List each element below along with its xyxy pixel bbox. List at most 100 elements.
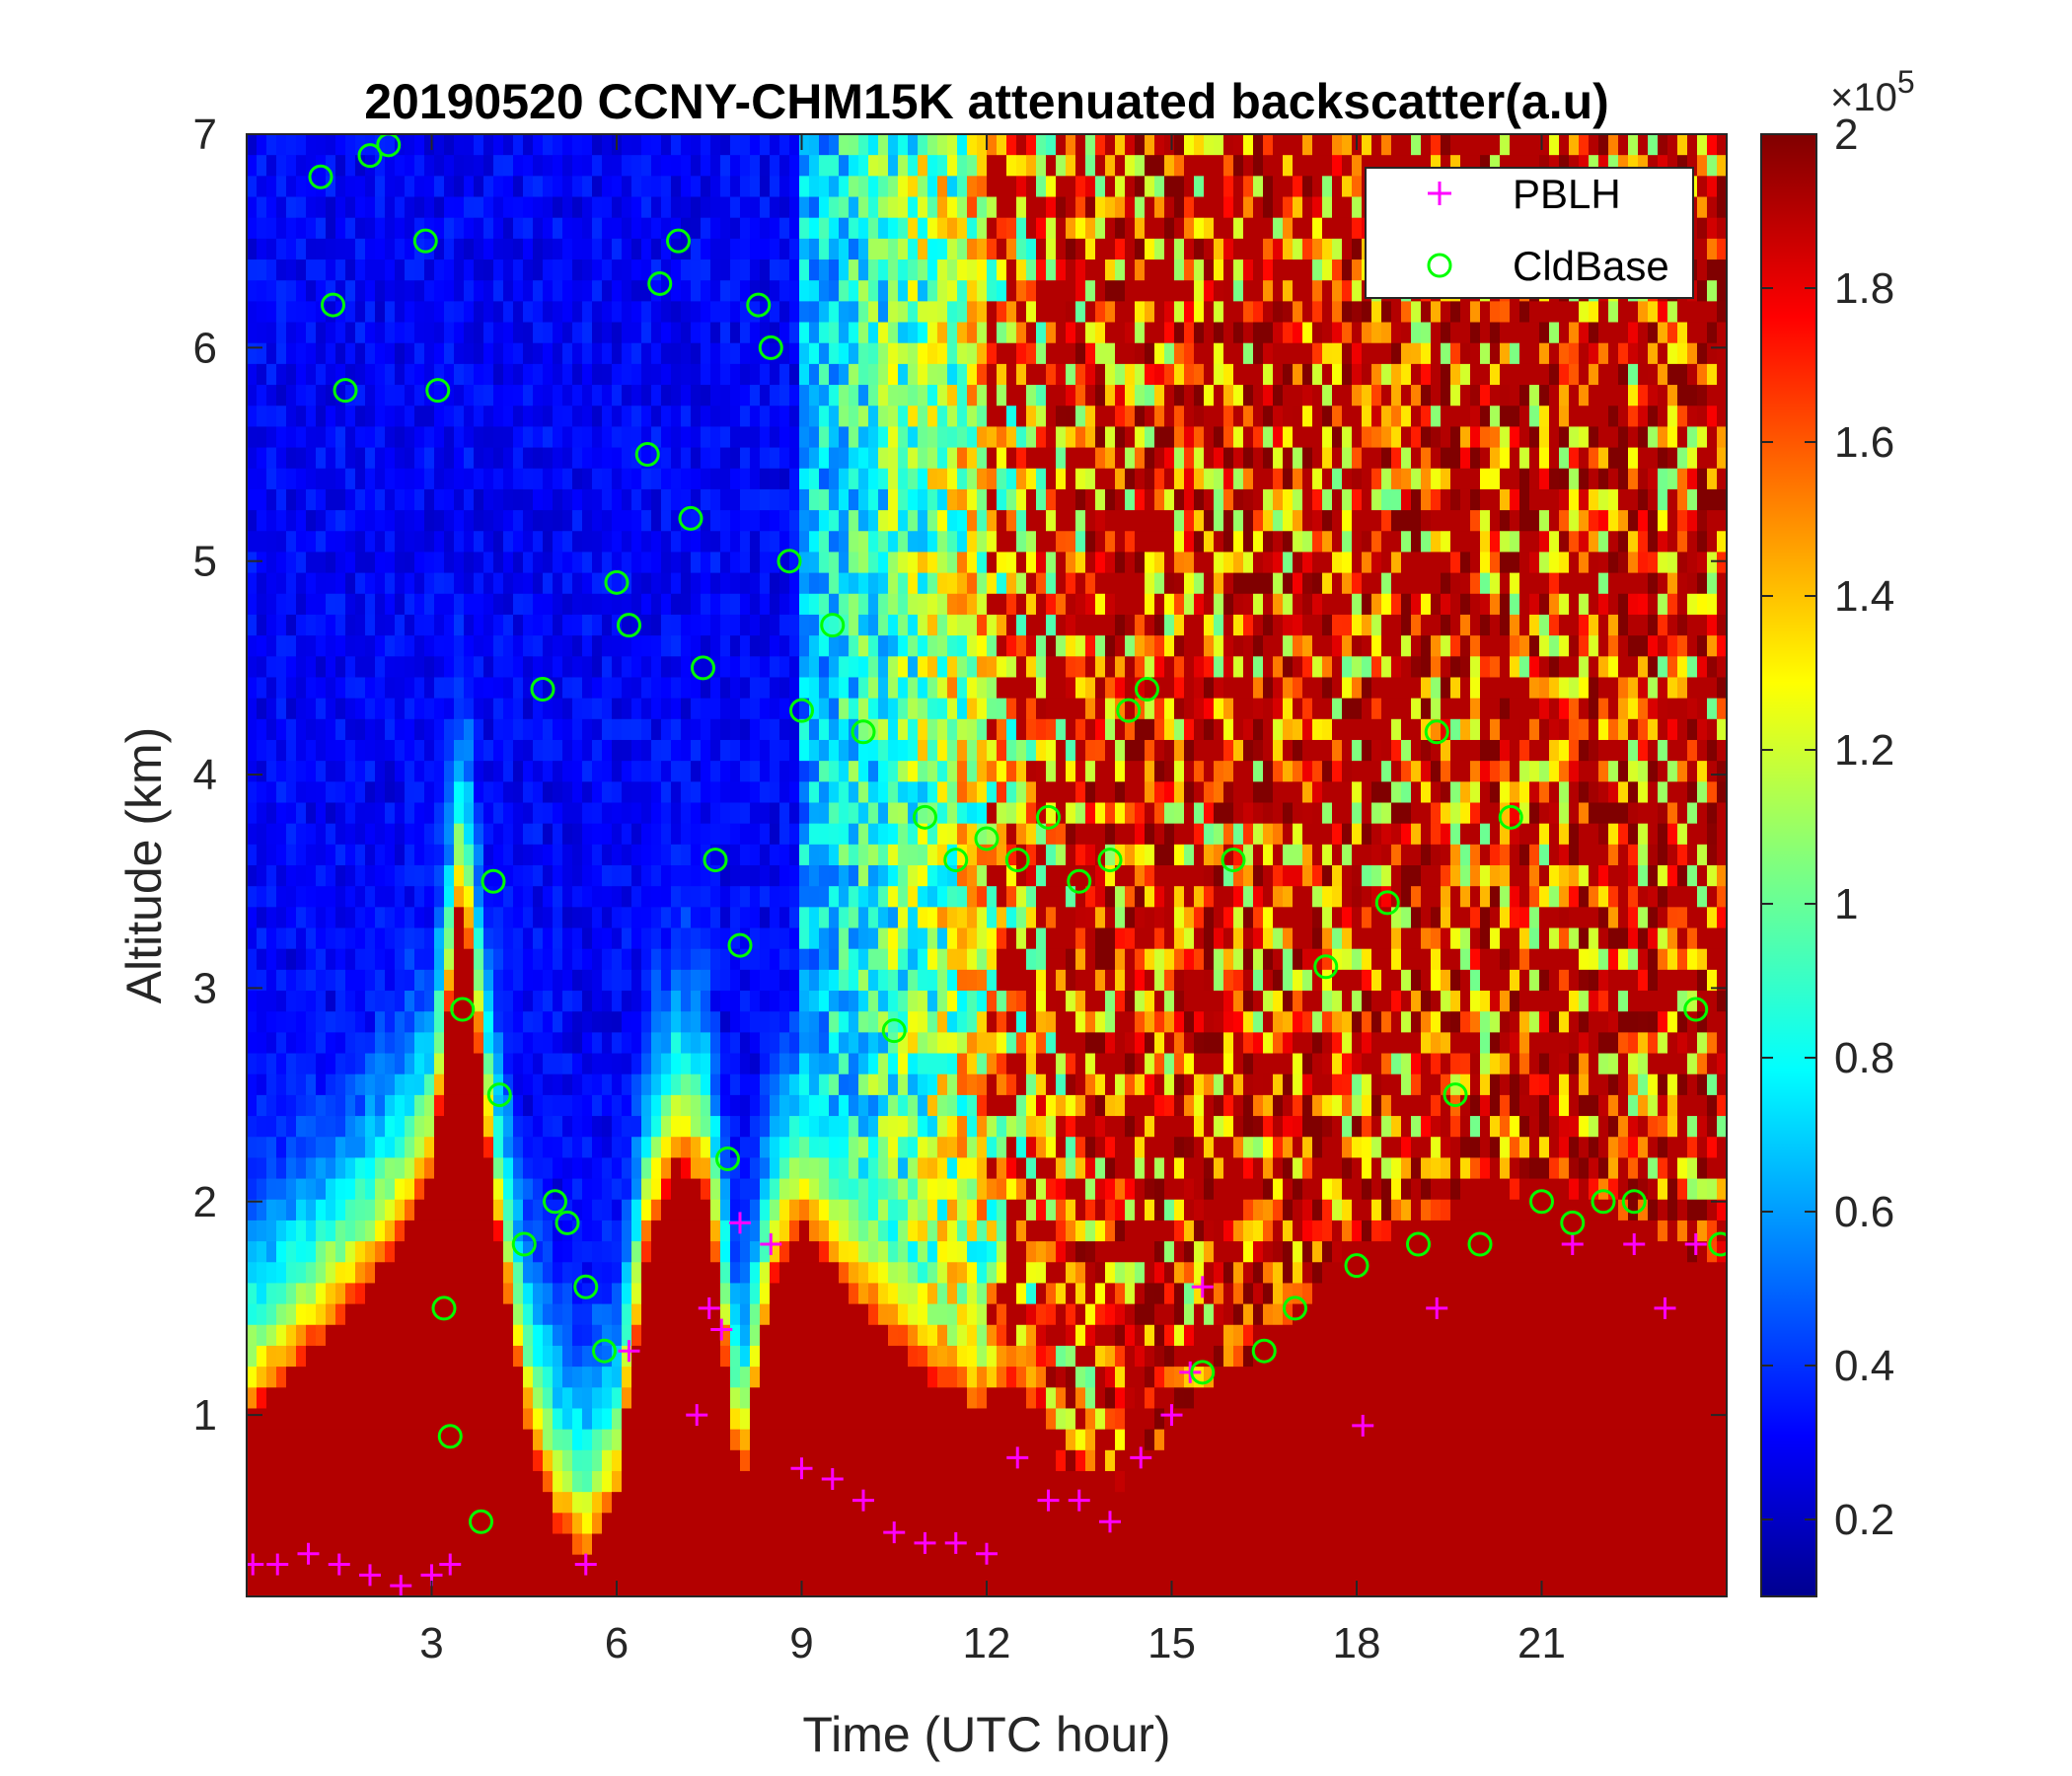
heatmap-cell (701, 134, 711, 156)
heatmap-cell (878, 238, 889, 260)
heatmap-cell (799, 1367, 810, 1388)
heatmap-cell (770, 739, 780, 762)
heatmap-cell (858, 1094, 869, 1117)
heatmap-cell (296, 1199, 307, 1221)
heatmap-cell (533, 155, 544, 177)
heatmap-cell (326, 1094, 336, 1117)
heatmap-cell (572, 1157, 583, 1180)
heatmap-cell (326, 1533, 336, 1556)
heatmap-cell (464, 1283, 475, 1305)
heatmap-cell (671, 1449, 682, 1472)
heatmap-cell (908, 1324, 919, 1347)
heatmap-cell (691, 176, 702, 198)
heatmap-cell (888, 1575, 899, 1596)
heatmap-cell (839, 196, 850, 219)
heatmap-cell (720, 552, 731, 574)
heatmap-cell (454, 552, 465, 574)
heatmap-cell (562, 1073, 573, 1096)
heatmap-cell (543, 802, 554, 825)
heatmap-cell (858, 1116, 869, 1138)
heatmap-cell (809, 1449, 820, 1472)
heatmap-cell (286, 468, 297, 490)
heatmap-cell (286, 1449, 297, 1472)
heatmap-cell (345, 531, 356, 554)
heatmap-cell (770, 1011, 780, 1033)
heatmap-cell (533, 677, 544, 700)
heatmap-cell (335, 322, 346, 344)
heatmap-cell (878, 718, 889, 741)
heatmap-cell (316, 531, 327, 554)
heatmap-cell (493, 886, 504, 908)
heatmap-cell (385, 1449, 396, 1472)
heatmap-cell (296, 656, 307, 679)
heatmap-cell (355, 176, 366, 198)
heatmap-cell (345, 238, 356, 260)
heatmap-cell (927, 1220, 938, 1242)
heatmap-cell (335, 280, 346, 302)
heatmap-cell (868, 1470, 879, 1493)
heatmap-cell (335, 1345, 346, 1368)
heatmap-cell (829, 781, 840, 804)
heatmap-cell (483, 531, 494, 554)
heatmap-cell (533, 1387, 544, 1410)
heatmap-cell (296, 238, 307, 260)
heatmap-cell (257, 1073, 267, 1096)
heatmap-cell (316, 342, 327, 365)
heatmap-cell (493, 322, 504, 344)
heatmap-cell (375, 1575, 386, 1596)
heatmap-cell (306, 1533, 317, 1556)
heatmap-cell (927, 134, 938, 156)
heatmap-cell (454, 196, 465, 219)
heatmap-cell (868, 1032, 879, 1055)
heatmap-cell (760, 1032, 771, 1055)
heatmap-cell (434, 761, 445, 782)
heatmap-cell (474, 385, 484, 407)
heatmap-cell (296, 677, 307, 700)
heatmap-cell (444, 322, 455, 344)
heatmap-cell (375, 1367, 386, 1388)
heatmap-cell (671, 844, 682, 866)
heatmap-cell (760, 1157, 771, 1180)
heatmap-cell (326, 969, 336, 992)
heatmap-cell (720, 1011, 731, 1033)
heatmap-cell (661, 572, 672, 595)
heatmap-cell (592, 1053, 603, 1075)
heatmap-cell (681, 1053, 692, 1075)
heatmap-cell (809, 1533, 820, 1556)
heatmap-cell (582, 342, 593, 365)
heatmap-cell (789, 907, 800, 929)
heatmap-cell (266, 134, 277, 156)
heatmap-cell (464, 1303, 475, 1326)
heatmap-cell (720, 1178, 731, 1201)
heatmap-cell (533, 1513, 544, 1535)
heatmap-cell (454, 1241, 465, 1263)
heatmap-cell (503, 1073, 514, 1096)
heatmap-cell (701, 1324, 711, 1347)
heatmap-cell (513, 761, 524, 782)
heatmap-cell (819, 406, 830, 427)
heatmap-cell (878, 886, 889, 908)
heatmap-cell (819, 385, 830, 407)
heatmap-cell (326, 134, 336, 156)
heatmap-cell (247, 907, 258, 929)
heatmap-cell (533, 1345, 544, 1368)
heatmap-cell (671, 488, 682, 511)
heatmap-cell (740, 865, 751, 887)
heatmap-cell (385, 781, 396, 804)
heatmap-cell (464, 406, 475, 427)
heatmap-cell (740, 1137, 751, 1158)
heatmap-cell (533, 1073, 544, 1096)
heatmap-cell (937, 1513, 948, 1535)
heatmap-cell (927, 656, 938, 679)
heatmap-cell (276, 969, 287, 992)
heatmap-cell (523, 301, 534, 324)
heatmap-cell (543, 531, 554, 554)
heatmap-cell (414, 552, 425, 574)
heatmap-cell (434, 1199, 445, 1221)
heatmap-cell (582, 238, 593, 260)
heatmap-cell (927, 155, 938, 177)
heatmap-cell (562, 739, 573, 762)
heatmap-cell (641, 1429, 652, 1451)
heatmap-cell (257, 155, 267, 177)
heatmap-cell (671, 907, 682, 929)
